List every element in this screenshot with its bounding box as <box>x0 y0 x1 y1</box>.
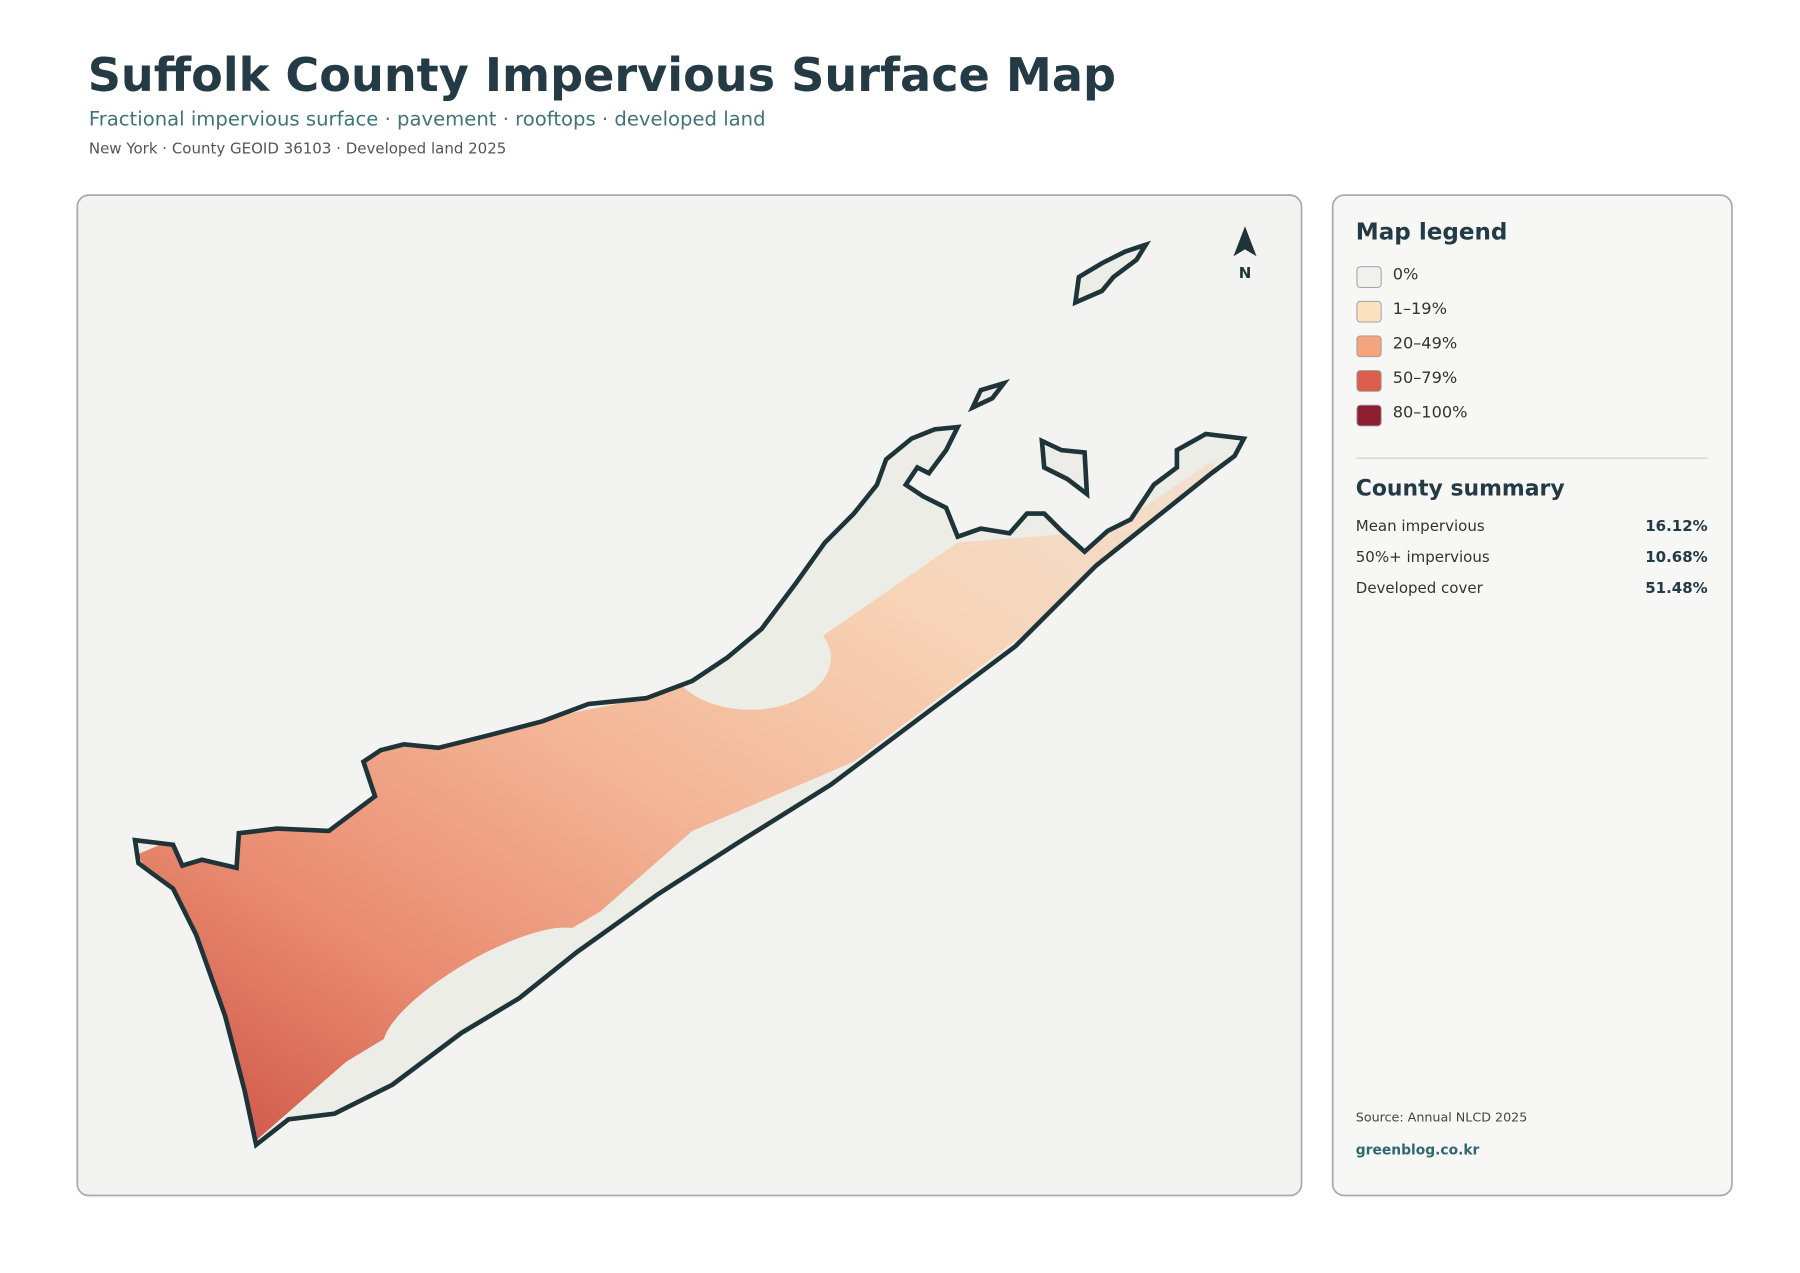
legend-label: 0% <box>1393 264 1419 283</box>
summary: Mean impervious 16.12% 50%+ impervious 10.6… <box>1356 517 1708 597</box>
summary-label: Developed cover <box>1356 579 1484 597</box>
subtitle: Fractional impervious surface · pavement… <box>89 108 766 131</box>
island <box>1072 240 1152 307</box>
legend: 0% 1–19% 20–49% 50–79% 80–100% <box>1356 264 1468 427</box>
legend-label: 1–19% <box>1393 299 1447 318</box>
site: greenblog.co.kr <box>1356 1143 1480 1159</box>
legend-swatch <box>1356 335 1382 358</box>
undeveloped-area <box>383 927 587 1058</box>
developed-area <box>138 461 1224 1143</box>
summary-label: 50%+ impervious <box>1356 548 1490 566</box>
side-panel <box>1331 194 1733 1197</box>
summary-value: 16.12% <box>1645 517 1707 535</box>
legend-label: 80–100% <box>1393 403 1468 422</box>
north-arrow <box>1233 226 1257 257</box>
legend-swatch <box>1356 266 1382 288</box>
north-label: N <box>1239 264 1252 282</box>
island <box>1039 437 1090 499</box>
legend-swatch <box>1356 370 1382 392</box>
legend-label: 50–79% <box>1393 368 1457 387</box>
title: Suffolk County Impervious Surface Map <box>88 48 1116 102</box>
island <box>967 378 1011 413</box>
summary-label: Mean impervious <box>1356 517 1485 535</box>
summary-value: 51.48% <box>1645 579 1707 597</box>
legend-title: Map legend <box>1356 220 1508 246</box>
legend-label: 20–49% <box>1393 334 1457 353</box>
source: Source: Annual NLCD 2025 <box>1356 1110 1528 1125</box>
meta: New York · County GEOID 36103 · Develope… <box>89 140 506 158</box>
legend-swatch <box>1356 300 1382 323</box>
summary-title: County summary <box>1356 476 1565 501</box>
summary-value: 10.68% <box>1645 548 1707 566</box>
legend-swatch <box>1356 404 1382 427</box>
